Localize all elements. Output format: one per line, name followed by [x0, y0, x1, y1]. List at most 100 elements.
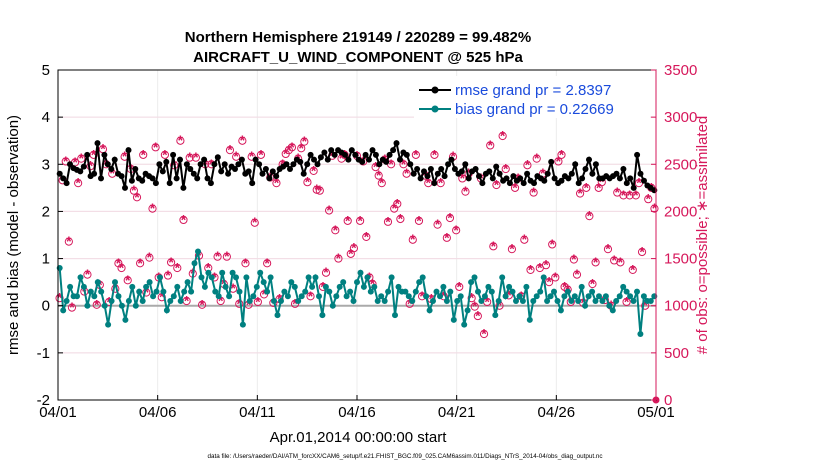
obs-possible-point: [250, 218, 259, 227]
obs-possible-point: [306, 292, 315, 301]
obs-assimilated-point: *: [373, 159, 379, 175]
rmse-point: [441, 173, 448, 180]
bias-point: [91, 293, 98, 300]
obs-assimilated-point: *: [140, 146, 146, 162]
rmse-point: [616, 175, 623, 182]
obs-assimilated-point: *: [388, 156, 394, 172]
bias-point: [506, 283, 513, 290]
bias-point: [516, 293, 523, 300]
obs-possible-point: [83, 270, 92, 279]
y-right-axis-ticks: 0 500 1000 1500 2000 2500 3000 3500: [651, 62, 697, 409]
obs-possible-point: [334, 254, 343, 263]
obs-assimilated-point: *: [175, 260, 181, 276]
bias-point: [246, 298, 253, 304]
bias-point: [571, 293, 578, 300]
obs-assimilated-point: *: [187, 149, 193, 165]
obs-possible-point: [507, 245, 517, 254]
bias-point: [561, 293, 568, 300]
bias-point: [132, 302, 139, 309]
bias-point: [229, 269, 236, 276]
rmse-point: [159, 168, 166, 175]
obs-assimilated-point: *: [556, 153, 562, 169]
bias-point: [447, 288, 454, 295]
obs-possible-point: [575, 189, 585, 198]
bias-point: [63, 298, 70, 304]
obs-assimilated-point: *: [292, 295, 298, 311]
bias-point: [609, 307, 616, 314]
rmse-point: [91, 170, 98, 177]
rmse-point: [321, 149, 328, 156]
obs-assimilated-point: *: [206, 260, 212, 276]
bias-point: [312, 274, 319, 281]
bias-point: [613, 298, 620, 304]
bias-point: [291, 283, 298, 290]
rmse-point: [383, 158, 390, 165]
obs-assimilated-point: *: [289, 139, 295, 155]
rmse-point: [259, 170, 266, 177]
rmse-point: [410, 170, 417, 177]
rmse-point: [156, 161, 163, 168]
rmse-point: [510, 173, 517, 180]
bias-point: [184, 279, 191, 286]
rmse-point: [541, 177, 548, 184]
bias-point: [499, 274, 506, 281]
bias-point: [205, 269, 212, 276]
bias-point: [537, 288, 544, 295]
obs-possible-point: [520, 235, 529, 244]
y-left-axis-ticks: -2 -1 0 1 2 3 4 5: [37, 62, 63, 409]
obs-possible-point: [619, 191, 628, 200]
obs-assimilated-point: *: [540, 165, 546, 181]
rmse-point: [60, 175, 67, 182]
bias-point: [596, 293, 602, 300]
obs-assimilated-point: *: [646, 191, 652, 207]
rmse-point: [479, 180, 486, 187]
obs-assimilated-point: *: [602, 292, 608, 308]
obs-assimilated-point: *: [311, 162, 317, 178]
rmse-point: [232, 166, 238, 172]
obs-possible-point: [455, 282, 464, 291]
obs-possible-point: [650, 204, 659, 213]
bias-point: [67, 283, 74, 290]
rmse-point: [575, 180, 582, 187]
y-right-axis-label: # of obs: o=possible; ∗=assimilated: [694, 116, 711, 355]
obs-possible-point: [445, 213, 455, 223]
rmse-point: [225, 170, 232, 177]
bias-point: [440, 283, 447, 290]
bias-point: [350, 298, 357, 304]
obs-assimilated-point: *: [469, 290, 475, 306]
obs-assimilated-point: *: [230, 280, 236, 296]
bias-point: [340, 279, 347, 286]
rmse-point: [104, 161, 111, 168]
bias-point: [143, 283, 150, 290]
obs-possible-point: [349, 244, 359, 253]
bias-point: [616, 293, 623, 300]
obs-assimilated-point: *: [438, 175, 444, 191]
obs-assimilated-point: *: [178, 132, 184, 148]
rmse-point: [297, 158, 304, 165]
obs-possible-point: [523, 161, 532, 170]
bias-point: [281, 288, 288, 295]
rmse-point: [359, 158, 366, 165]
obs-possible-point: [238, 136, 247, 145]
bias-point: [215, 293, 222, 300]
rmse-point: [269, 168, 276, 175]
rmse-point: [586, 156, 592, 163]
obs-possible-point: [492, 180, 501, 190]
obs-possible-point: [467, 294, 476, 303]
bias-point: [395, 283, 402, 290]
bias-point: [589, 288, 596, 295]
rmse-point: [139, 177, 146, 184]
obs-possible-point: [545, 278, 554, 287]
rmse-point: [67, 161, 73, 168]
x-tick-label: 04/26: [538, 404, 576, 421]
rmse-point: [204, 175, 211, 182]
rmse-point: [256, 161, 263, 168]
obs-assimilated-point: *: [246, 296, 252, 312]
bias-point: [60, 307, 67, 314]
obs-assimilated-point: *: [302, 133, 308, 149]
rmse-point: [386, 151, 393, 158]
bias-point: [547, 293, 554, 300]
rmse-point: [427, 166, 434, 172]
obs-possible-point: [399, 160, 408, 169]
obs-possible-point: [628, 265, 637, 274]
